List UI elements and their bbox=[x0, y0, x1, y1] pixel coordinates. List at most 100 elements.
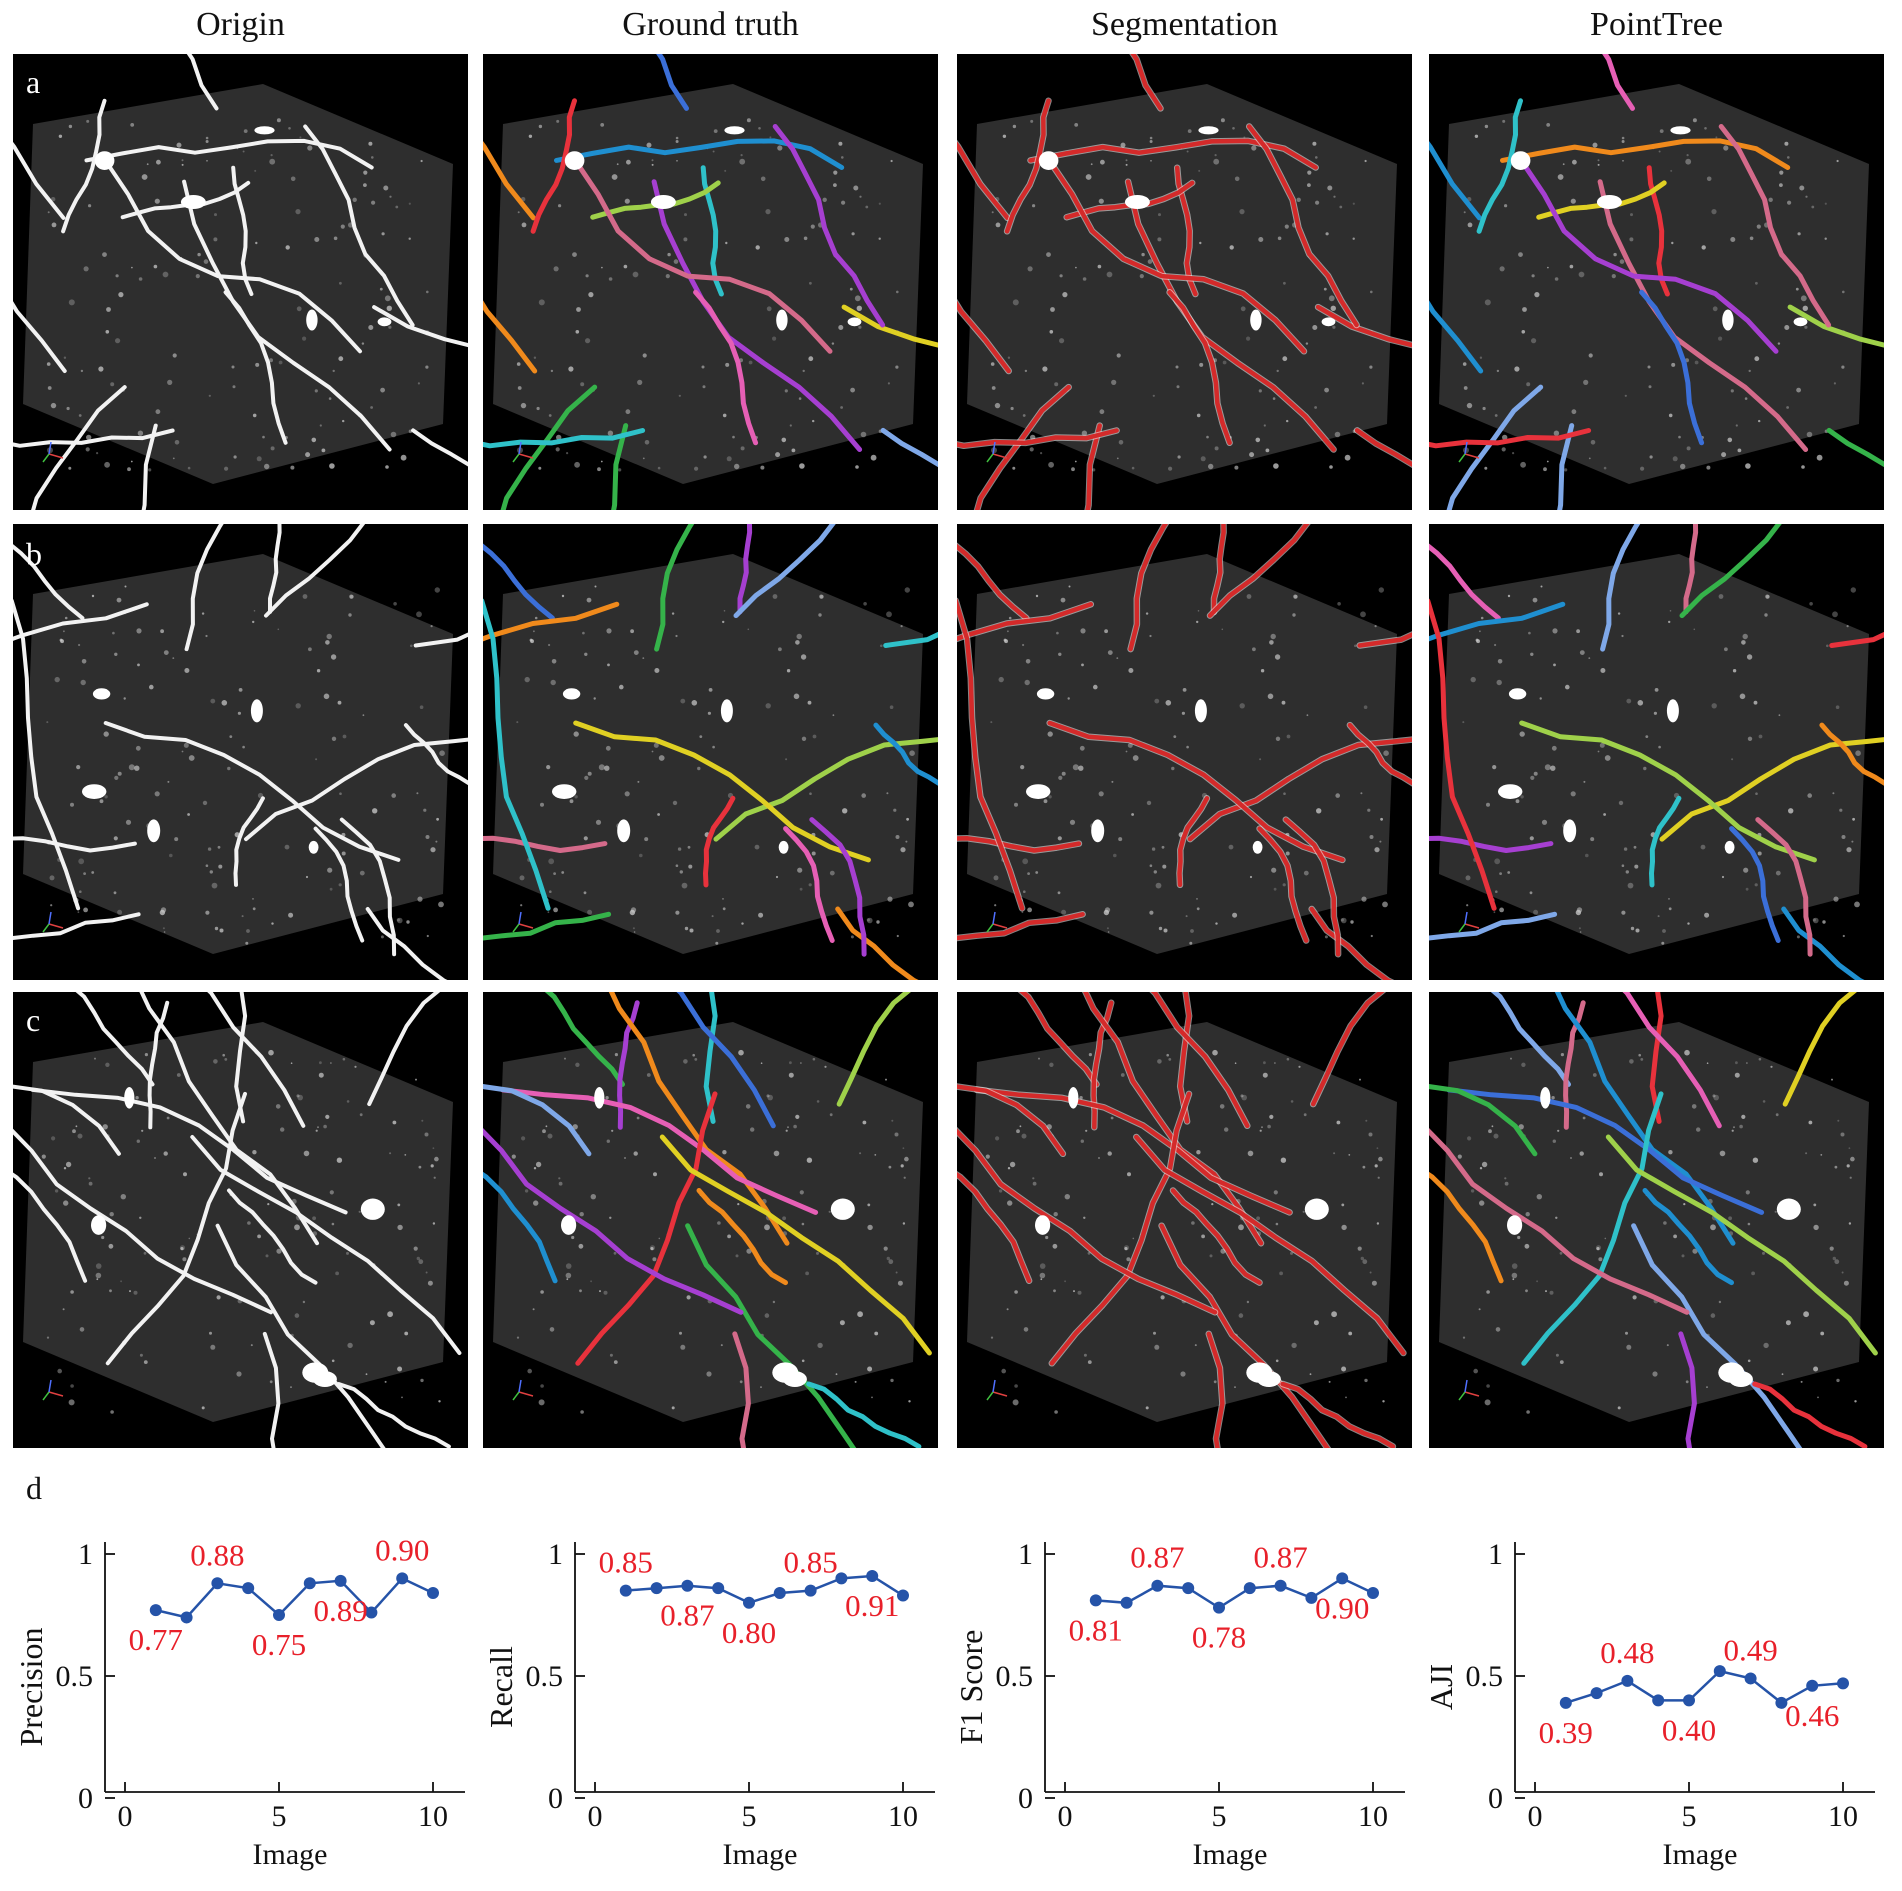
noise-speck bbox=[252, 620, 255, 624]
column-title-segmentation: Segmentation bbox=[1091, 6, 1278, 43]
noise-speck bbox=[575, 1062, 580, 1067]
noise-speck bbox=[1312, 325, 1318, 330]
fiber-trace bbox=[1207, 524, 1310, 618]
noise-speck bbox=[242, 150, 245, 153]
noise-speck bbox=[1588, 457, 1591, 460]
noise-speck bbox=[1466, 904, 1469, 907]
noise-speck bbox=[1691, 1104, 1697, 1109]
noise-speck bbox=[1116, 657, 1119, 659]
noise-speck bbox=[397, 1203, 401, 1207]
noise-speck bbox=[606, 628, 612, 634]
fiber-trace bbox=[1280, 1381, 1396, 1448]
noise-speck bbox=[1061, 771, 1066, 776]
noise-speck bbox=[288, 912, 294, 918]
noise-speck bbox=[1562, 163, 1565, 166]
noise-speck bbox=[68, 1399, 75, 1406]
noise-speck bbox=[1803, 1311, 1809, 1318]
noise-speck bbox=[417, 896, 423, 902]
noise-speck bbox=[1291, 1342, 1297, 1349]
noise-speck bbox=[1481, 1161, 1488, 1168]
noise-speck bbox=[1327, 185, 1333, 191]
y-tick-label: 1 bbox=[548, 1538, 563, 1571]
noise-speck bbox=[867, 1366, 873, 1372]
noise-speck bbox=[1806, 431, 1813, 438]
noise-speck bbox=[162, 271, 169, 278]
bright-blob bbox=[1793, 317, 1808, 327]
fiber-trace bbox=[367, 992, 441, 1107]
noise-speck bbox=[1712, 1094, 1716, 1098]
x-axis-label: Image bbox=[253, 1838, 328, 1871]
noise-speck bbox=[210, 1344, 216, 1350]
noise-speck bbox=[1852, 817, 1855, 821]
noise-speck bbox=[1826, 644, 1829, 648]
noise-speck bbox=[1305, 342, 1309, 345]
fiber-trace bbox=[262, 1331, 281, 1448]
noise-speck bbox=[361, 342, 365, 345]
data-point bbox=[804, 1584, 817, 1597]
noise-speck bbox=[246, 929, 250, 933]
noise-speck bbox=[1221, 628, 1224, 631]
axis-triad-icon bbox=[986, 1379, 1008, 1401]
noise-speck bbox=[600, 123, 605, 127]
bright-blob bbox=[1540, 1087, 1551, 1109]
noise-speck bbox=[86, 119, 90, 123]
fiber-trace bbox=[1170, 1188, 1262, 1285]
noise-speck bbox=[799, 463, 805, 469]
fiber-trace bbox=[530, 98, 577, 234]
noise-speck bbox=[636, 1116, 640, 1120]
noise-speck bbox=[1269, 1114, 1274, 1119]
noise-speck bbox=[227, 766, 231, 771]
noise-speck bbox=[1518, 1124, 1524, 1130]
noise-speck bbox=[83, 266, 89, 272]
noise-speck bbox=[134, 765, 140, 771]
noise-speck bbox=[197, 252, 201, 257]
noise-speck bbox=[401, 1396, 403, 1399]
fiber-trace bbox=[1019, 992, 1099, 1087]
noise-speck bbox=[1099, 409, 1105, 415]
noise-speck bbox=[88, 1181, 93, 1186]
noise-speck bbox=[1528, 631, 1531, 635]
noise-speck bbox=[1234, 465, 1239, 470]
noise-speck bbox=[1530, 652, 1534, 656]
fiber-trace bbox=[573, 720, 871, 863]
noise-speck bbox=[1520, 461, 1526, 468]
fiber-trace bbox=[1649, 992, 1664, 1124]
noise-speck bbox=[1713, 1094, 1719, 1101]
noise-speck bbox=[1812, 918, 1816, 922]
x-tick-label: 5 bbox=[1212, 1800, 1227, 1833]
fiber-trace bbox=[703, 992, 718, 1124]
noise-speck bbox=[1058, 652, 1062, 656]
noise-speck bbox=[1107, 1151, 1112, 1156]
noise-speck bbox=[1758, 419, 1761, 423]
noise-speck bbox=[1158, 213, 1161, 217]
noise-speck bbox=[1020, 765, 1025, 770]
noise-speck bbox=[725, 362, 730, 367]
noise-speck bbox=[1224, 1127, 1229, 1132]
noise-speck bbox=[1824, 202, 1827, 205]
noise-speck bbox=[871, 1396, 873, 1399]
noise-speck bbox=[154, 791, 160, 797]
noise-speck bbox=[95, 1263, 102, 1269]
noise-speck bbox=[1519, 731, 1525, 737]
volume-cube-face bbox=[1439, 84, 1869, 484]
noise-speck bbox=[381, 232, 385, 236]
volume-rendering bbox=[13, 992, 462, 1448]
noise-speck bbox=[1348, 1154, 1351, 1156]
noise-speck bbox=[1521, 1062, 1526, 1067]
noise-speck bbox=[81, 659, 87, 664]
noise-speck bbox=[1685, 158, 1692, 165]
noise-speck bbox=[1279, 1271, 1283, 1276]
noise-speck bbox=[183, 1172, 187, 1177]
noise-speck bbox=[1369, 1271, 1372, 1274]
noise-speck bbox=[264, 463, 270, 470]
noise-speck bbox=[1024, 679, 1030, 686]
noise-speck bbox=[758, 912, 764, 918]
series-line bbox=[625, 1574, 904, 1605]
noise-speck bbox=[1755, 281, 1758, 285]
noise-speck bbox=[1249, 875, 1253, 879]
noise-speck bbox=[349, 594, 354, 599]
noise-speck bbox=[391, 793, 397, 798]
noise-speck bbox=[1484, 299, 1491, 306]
noise-speck bbox=[527, 1368, 532, 1374]
noise-speck bbox=[1666, 1344, 1669, 1347]
